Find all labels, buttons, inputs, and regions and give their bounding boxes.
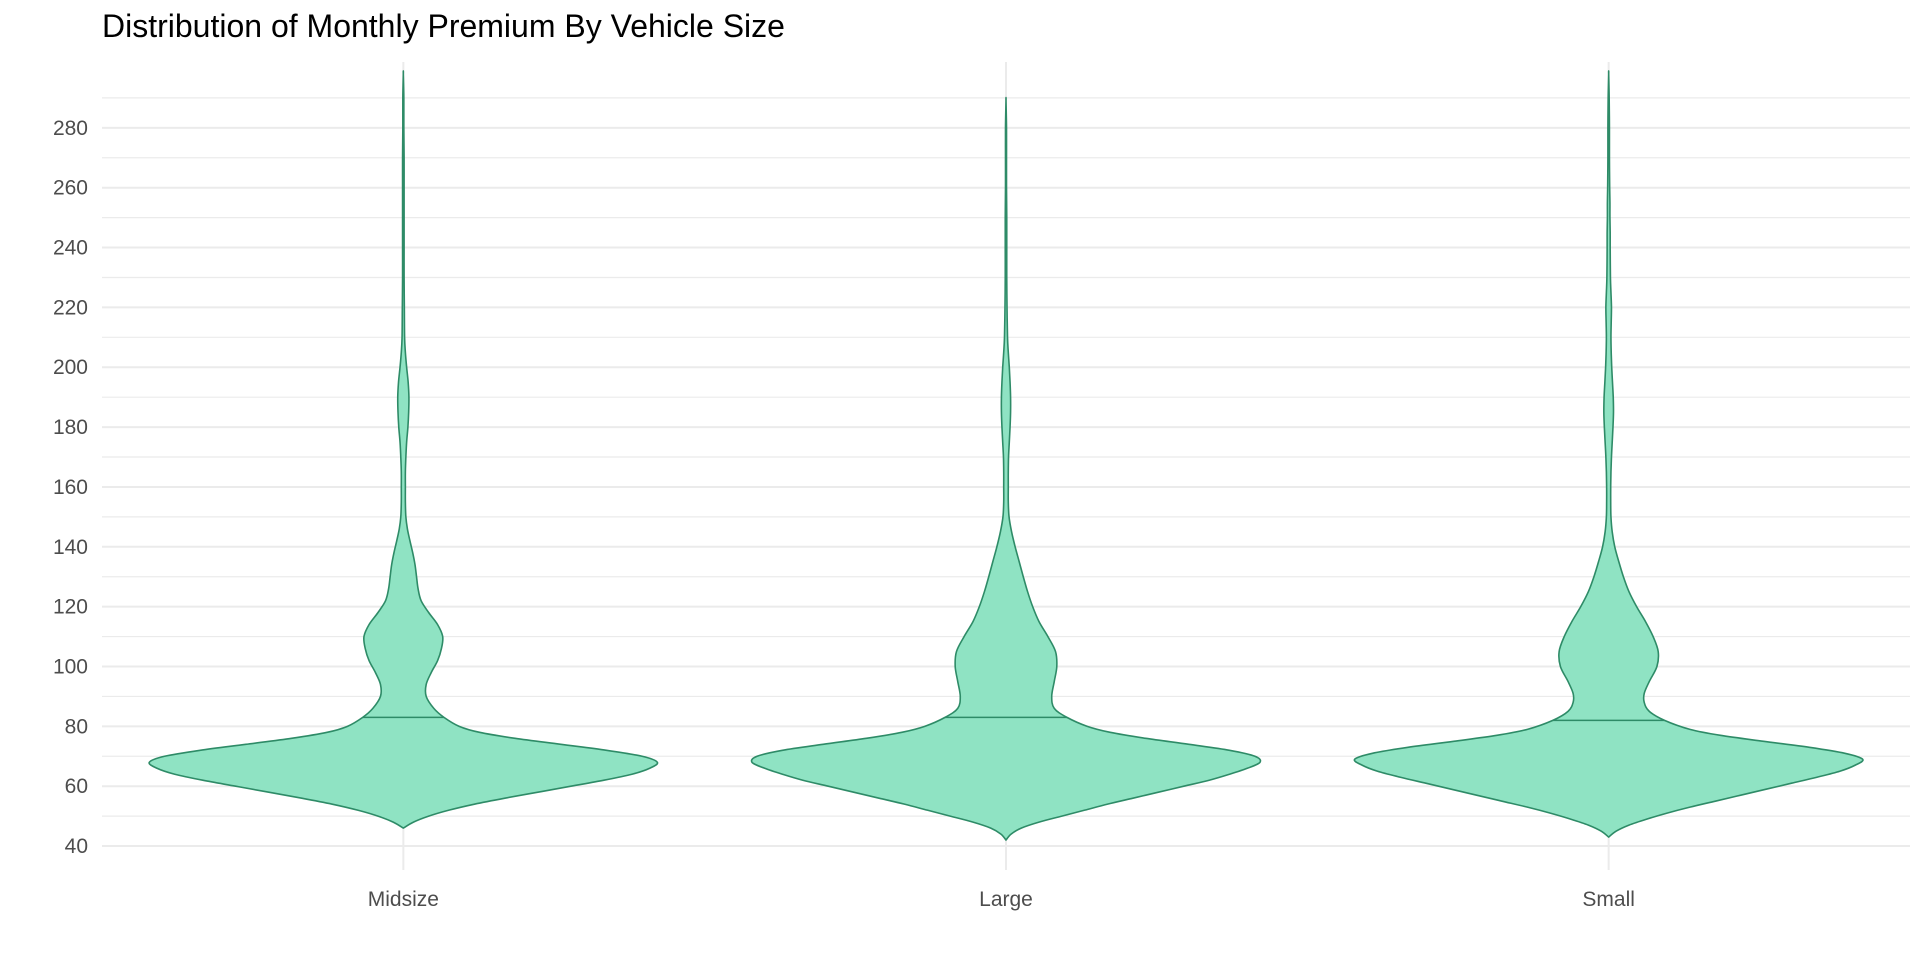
chart-title: Distribution of Monthly Premium By Vehic… <box>102 8 785 44</box>
x-axis-tick-labels: Midsize Large Small <box>368 888 1635 911</box>
y-axis-tick-labels: 40 60 80 100 120 140 160 180 200 220 240 260 280 <box>53 117 88 858</box>
y-tick-label: 260 <box>53 177 88 200</box>
y-tick-label: 100 <box>53 656 88 679</box>
violin-large <box>750 96 1262 841</box>
y-tick-label: 160 <box>53 476 88 499</box>
y-tick-label: 80 <box>65 715 88 738</box>
x-tick-label-large: Large <box>979 888 1033 911</box>
y-tick-label: 220 <box>53 296 88 319</box>
y-tick-label: 200 <box>53 356 88 379</box>
y-tick-label: 180 <box>53 416 88 439</box>
y-tick-label: 240 <box>53 237 88 260</box>
y-tick-label: 280 <box>53 117 88 140</box>
x-tick-label-small: Small <box>1582 888 1635 911</box>
y-tick-label: 60 <box>65 775 88 798</box>
x-tick-label-midsize: Midsize <box>368 888 439 911</box>
violin-small <box>1353 70 1864 838</box>
y-tick-label: 40 <box>65 835 88 858</box>
violin-midsize <box>148 70 659 829</box>
violins <box>148 70 1864 841</box>
y-tick-label: 140 <box>53 536 88 559</box>
y-tick-label: 120 <box>53 596 88 619</box>
